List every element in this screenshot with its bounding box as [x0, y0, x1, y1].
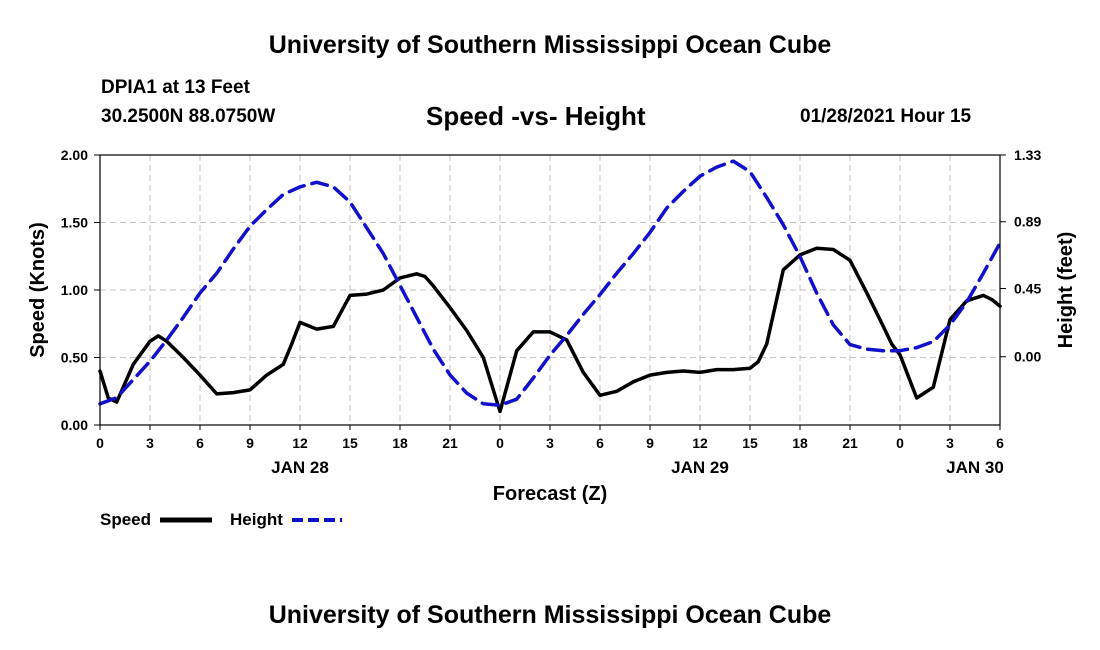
- series-lines: [98, 159, 1002, 414]
- x-tick-label: 9: [646, 435, 654, 451]
- station-coordinates: 30.2500N 88.0750W: [101, 106, 276, 127]
- forecast-timestamp: 01/28/2021 Hour 15: [800, 106, 972, 127]
- y-tick-label-right: 0.45: [1014, 280, 1041, 296]
- x-tick-label: 12: [292, 435, 308, 451]
- x-tick-label: 3: [146, 435, 154, 451]
- axis-ticks: 0 3 6 9 12 15 18 21 0 3 6 9 12 15 18 21 0 3 6 0.00 0.50 1.00 1…: [61, 147, 1042, 477]
- x-tick-label: 18: [392, 435, 408, 451]
- x-tick-label: 6: [996, 435, 1004, 451]
- x-tick-label: 6: [596, 435, 604, 451]
- y-axis-label-right: Height (feet): [1055, 232, 1077, 349]
- y-tick-label-right: 1.33: [1014, 147, 1041, 163]
- footer-title: University of Southern Mississippi Ocean…: [268, 601, 832, 629]
- x-tick-label: 15: [742, 435, 758, 451]
- x-date-label: JAN 28: [271, 458, 329, 477]
- x-tick-label: 18: [792, 435, 808, 451]
- x-date-label: JAN 29: [671, 458, 729, 477]
- y-tick-label-left: 0.00: [61, 417, 88, 433]
- station-name: DPIA1 at 13 Feet: [101, 77, 250, 98]
- y-tick-label-left: 1.00: [61, 282, 88, 298]
- x-tick-label: 0: [96, 435, 104, 451]
- y-tick-label-left: 1.50: [61, 215, 88, 231]
- y-axis-label-left: Speed (Knots): [27, 222, 49, 358]
- legend-height-label: Height: [230, 510, 283, 529]
- x-date-label: JAN 30: [946, 458, 1004, 477]
- page-title: University of Southern Mississippi Ocean…: [268, 31, 832, 59]
- x-tick-label: 3: [946, 435, 954, 451]
- legend-speed-label: Speed: [100, 510, 151, 529]
- x-tick-label: 3: [546, 435, 554, 451]
- y-tick-label-right: 0.89: [1014, 214, 1041, 230]
- speed-series-line: [98, 246, 1002, 414]
- y-tick-label-left: 2.00: [61, 147, 88, 163]
- x-tick-label: 21: [442, 435, 458, 451]
- x-tick-label: 0: [896, 435, 904, 451]
- x-axis-label: Forecast (Z): [493, 483, 607, 505]
- y-tick-label-left: 0.50: [61, 350, 88, 366]
- x-tick-label: 21: [842, 435, 858, 451]
- x-tick-label: 12: [692, 435, 708, 451]
- x-tick-label: 6: [196, 435, 204, 451]
- grid: [100, 155, 1000, 425]
- x-tick-label: 15: [342, 435, 358, 451]
- x-tick-label: 0: [496, 435, 504, 451]
- height-series-line: [98, 159, 1002, 408]
- x-tick-label: 9: [246, 435, 254, 451]
- y-tick-label-right: 0.00: [1014, 349, 1041, 365]
- chart-title: Speed -vs- Height: [426, 101, 646, 131]
